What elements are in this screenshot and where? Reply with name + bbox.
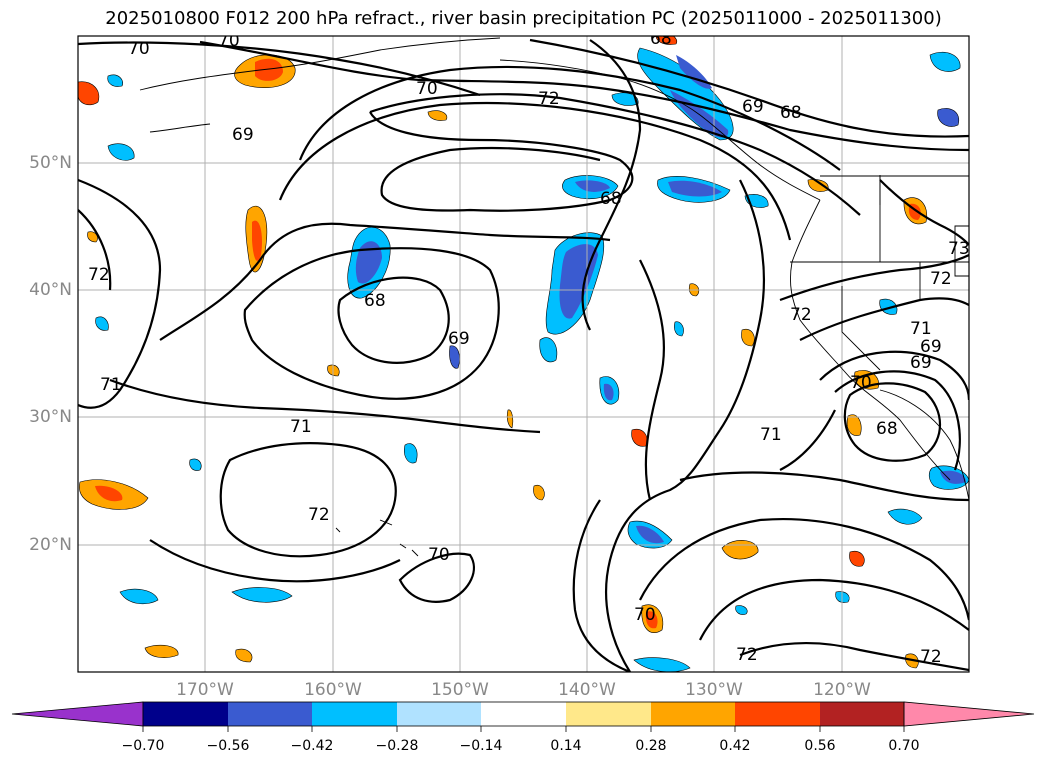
contour-label: 71	[100, 375, 122, 395]
colorbar-extend-low	[11, 701, 144, 727]
map-title: 2025010800 F012 200 hPa refract., river …	[105, 8, 942, 29]
colorbar-tick-label: −0.14	[459, 738, 503, 754]
colorbar-extend-high	[903, 701, 1035, 727]
lat-label-30n: 30°N	[29, 407, 72, 427]
contour-label: 72	[930, 269, 952, 289]
colorbar-tick-label: −0.28	[375, 738, 419, 754]
colorbar-tick-label: 0.70	[888, 738, 920, 754]
map-frame	[77, 35, 970, 673]
colorbar	[11, 701, 1035, 732]
colorbar-tick-label: −0.42	[290, 738, 334, 754]
lon-label-160w: 160°W	[304, 680, 362, 700]
colorbar-tick-label: −0.70	[121, 738, 165, 754]
lon-label-170w: 170°W	[176, 680, 234, 700]
contour-label: 72	[308, 505, 330, 525]
contour-label: 70	[218, 31, 240, 51]
contour-label: 72	[736, 645, 758, 665]
colorbar-segment	[481, 702, 566, 726]
colorbar-tick-label: 0.14	[550, 738, 582, 754]
contour-label: 69	[742, 97, 764, 117]
lon-label-130w: 130°W	[685, 680, 743, 700]
lon-label-140w: 140°W	[558, 680, 616, 700]
contour-label: 71	[910, 319, 932, 339]
colorbar-segment	[228, 702, 312, 726]
contour-label: 72	[920, 647, 942, 667]
colorbar-tick-label: 0.28	[635, 738, 667, 754]
contour-label: 71	[760, 425, 782, 445]
contour-label: 72	[538, 89, 560, 109]
contour-label: 70	[850, 373, 872, 393]
contour-label: 71	[290, 417, 312, 437]
colorbar-segment	[735, 702, 820, 726]
contour-label: 69	[232, 125, 254, 145]
lat-label-40n: 40°N	[29, 280, 72, 300]
colorbar-segment	[397, 702, 481, 726]
contour-label: 72	[790, 305, 812, 325]
contour-label: 72	[88, 265, 110, 285]
colorbar-segment	[143, 702, 228, 726]
colorbar-tick-label: 0.56	[804, 738, 836, 754]
lon-label-120w: 120°W	[813, 680, 871, 700]
contour-label: 69	[910, 353, 932, 373]
contour-label: 73	[948, 239, 970, 259]
colorbar-segment	[820, 702, 904, 726]
lat-label-20n: 20°N	[29, 535, 72, 555]
contour-label: 70	[428, 545, 450, 565]
contour-label: 69	[920, 337, 942, 357]
colorbar-segment	[651, 702, 735, 726]
refractivity-contours	[78, 38, 969, 672]
colorbar-tick-label: 0.42	[719, 738, 751, 754]
contour-label: 68	[650, 29, 672, 49]
contour-label: 68	[364, 291, 386, 311]
colorbar-tick-label: −0.56	[206, 738, 250, 754]
colorbar-segment	[312, 702, 397, 726]
coastlines	[139, 37, 969, 557]
contour-label: 68	[876, 419, 898, 439]
contour-label: 69	[448, 329, 470, 349]
contour-label: 70	[416, 79, 438, 99]
lon-label-150w: 150°W	[431, 680, 489, 700]
contour-label: 70	[634, 605, 656, 625]
contour-label: 70	[228, 15, 250, 35]
contour-label: 68	[600, 189, 622, 209]
contour-label: 70	[128, 39, 150, 59]
precip-shading	[78, 36, 969, 672]
lat-label-50n: 50°N	[29, 153, 72, 173]
colorbar-segment	[566, 702, 651, 726]
contour-label: 68	[780, 103, 802, 123]
contour-labels: 70 70 70 72 69 68 69 72 68 69 71 72 71 6…	[88, 15, 970, 667]
map-grid	[78, 36, 969, 672]
